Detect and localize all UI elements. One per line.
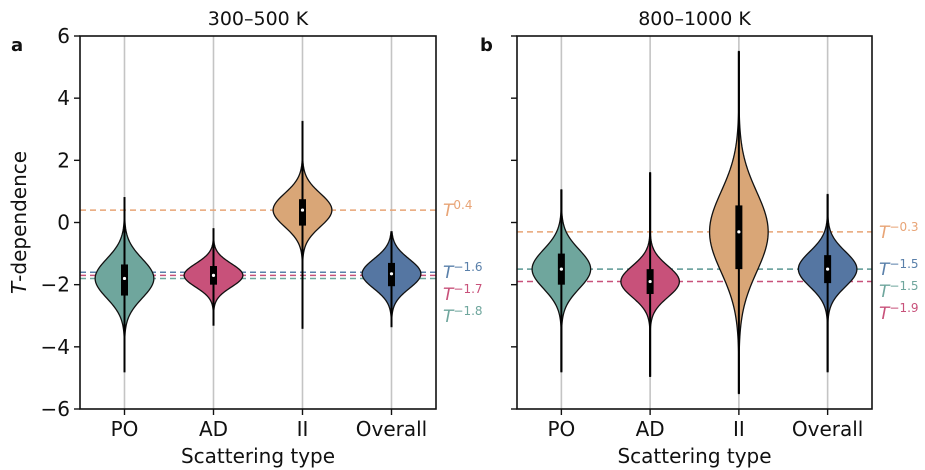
x-tick-label-po: PO: [547, 417, 575, 441]
panel-label: a: [11, 35, 23, 56]
reference-label-0: T−0.3: [879, 220, 919, 243]
reference-label-1: T−1.6: [443, 260, 483, 283]
x-tick-label-overall: Overall: [356, 417, 427, 441]
median-point-overall: [826, 267, 830, 271]
reference-label-base: T: [879, 223, 891, 243]
reference-label-base: T: [879, 304, 891, 324]
reference-label-2: T−1.7: [443, 282, 483, 305]
reference-label-exponent: −1.8: [453, 304, 482, 318]
reference-label-base: T: [443, 201, 455, 221]
panel-title: 300–500 K: [208, 8, 309, 30]
median-point-overall: [389, 272, 394, 276]
median-point-ii: [300, 208, 305, 212]
x-axis-label: Scattering type: [617, 444, 771, 468]
y-axis-label: T-dependence: [7, 151, 31, 294]
y-tick-label: −4: [41, 335, 70, 359]
panel-b: PO AD II Overall 800–1000 K b Scattering type T…: [480, 8, 919, 468]
y-tick-label: 4: [57, 86, 70, 110]
reference-label-base: T: [879, 260, 891, 280]
x-axis-label: Scattering type: [181, 444, 335, 468]
y-axis-label-italic: T: [7, 280, 31, 294]
x-tick-label-ad: AD: [199, 417, 228, 441]
reference-label-3: T−1.8: [443, 304, 483, 327]
reference-label-exponent: −1.5: [889, 257, 918, 271]
plot-frame: [79, 35, 437, 410]
y-tick-label: 2: [57, 148, 70, 172]
x-tick-label-ii: II: [733, 417, 745, 441]
reference-label-base: T: [443, 307, 455, 327]
iqr-box-ii: [735, 205, 743, 270]
y-tick-label: −2: [41, 273, 70, 297]
reference-label-exponent: −1.5: [889, 279, 918, 293]
reference-label-base: T: [879, 282, 891, 302]
panel-a: −6 −4 −2 0 2 4 6 PO AD II Overall 300–500 K a Scatter…: [7, 8, 483, 468]
reference-label-base: T: [443, 285, 455, 305]
x-tick-label-po: PO: [111, 417, 139, 441]
reference-label-0: T0.4: [443, 198, 472, 221]
median-point-po: [559, 267, 563, 271]
median-point-ad: [211, 273, 216, 277]
panel-label: b: [480, 35, 493, 56]
reference-label-exponent: −0.3: [889, 220, 918, 234]
reference-label-exponent: 0.4: [453, 198, 472, 212]
y-tick-label: −6: [41, 397, 70, 421]
reference-label-base: T: [443, 263, 455, 283]
plot-frame: [516, 35, 873, 410]
median-point-ii: [737, 230, 741, 234]
reference-label-3: T−1.9: [879, 301, 919, 324]
reference-label-1: T−1.5: [879, 257, 919, 280]
x-tick-label-ii: II: [297, 417, 309, 441]
median-point-po: [122, 276, 127, 281]
y-tick-label: 6: [57, 24, 70, 48]
x-tick-label-ad: AD: [636, 417, 665, 441]
reference-label-2: T−1.5: [879, 279, 919, 302]
median-point-ad: [648, 279, 652, 284]
reference-label-exponent: −1.6: [453, 260, 482, 274]
iqr-box-ii: [299, 199, 306, 226]
reference-label-exponent: −1.9: [889, 301, 918, 315]
x-tick-label-overall: Overall: [792, 417, 863, 441]
y-tick-label: 0: [57, 211, 70, 235]
reference-label-exponent: −1.7: [453, 282, 482, 296]
y-axis-label-rest: -dependence: [7, 151, 31, 282]
panel-title: 800–1000 K: [638, 8, 751, 30]
